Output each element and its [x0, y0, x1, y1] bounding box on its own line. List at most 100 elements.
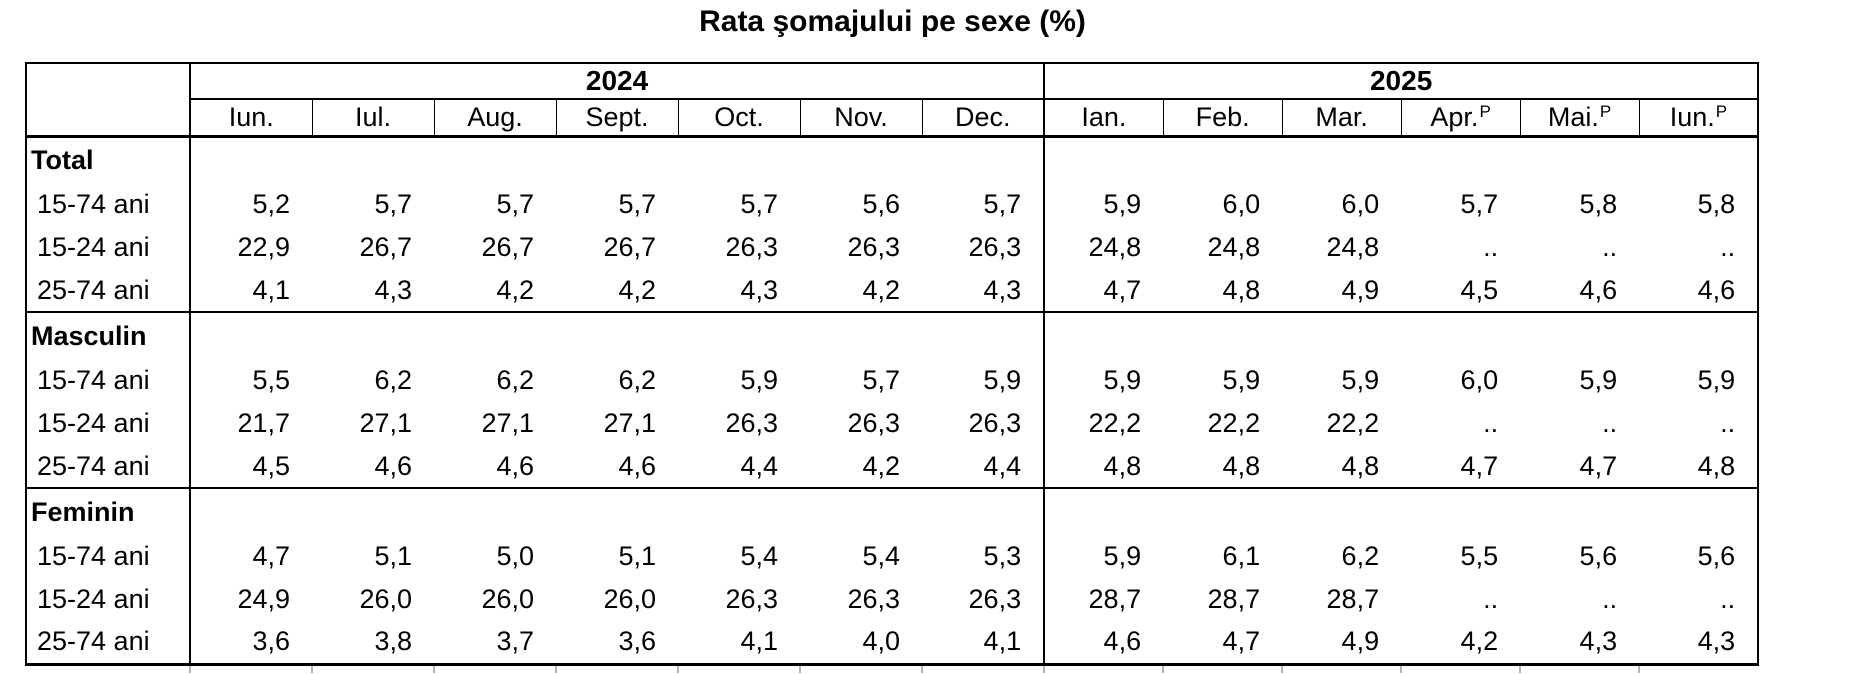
data-cell: 5,1 [312, 535, 434, 578]
data-cell: 4,8 [1043, 445, 1164, 488]
unemployment-rate-table: 2024 2025 Iun. Iul. Aug. Sept. Oct. Nov. Dec. I… [25, 62, 1760, 666]
data-cell: 5,9 [1163, 359, 1283, 402]
data-cell: 4,6 [1520, 269, 1640, 312]
data-cell: .. [1401, 578, 1521, 621]
table-row: 15-74 ani 5,5 6,2 6,2 6,2 5,9 5,7 5,9 5,9 5,9 5,9 6… [26, 359, 1759, 402]
data-cell: 5,5 [1401, 535, 1521, 578]
gridline-stub [801, 665, 923, 673]
group-spacer-2025 [1043, 311, 1759, 359]
data-cell: 5,7 [678, 183, 800, 226]
data-cell: 5,6 [800, 183, 922, 226]
data-cell: 28,7 [1163, 578, 1283, 621]
data-cell: 26,0 [556, 578, 678, 621]
data-cell: 26,3 [922, 402, 1045, 445]
data-cell: 4,8 [1282, 445, 1402, 488]
data-cell: 26,3 [800, 578, 922, 621]
data-cell: 4,3 [678, 269, 800, 312]
gridline-stub [191, 665, 313, 673]
data-cell: 4,3 [922, 269, 1045, 312]
data-cell: 4,9 [1282, 269, 1402, 312]
group-spacer-2024 [190, 135, 1045, 183]
row-label: 15-24 ani [26, 226, 191, 269]
gridline-stub [1402, 665, 1521, 673]
data-cell: 28,7 [1043, 578, 1164, 621]
data-cell: 4,8 [1639, 445, 1759, 488]
data-cell: 4,2 [800, 269, 922, 312]
data-cell: 4,6 [556, 445, 678, 488]
col-header-mai-2025: Mai.P [1519, 99, 1640, 138]
gridline-stub [1521, 665, 1640, 673]
group-label-total: Total [26, 135, 191, 183]
data-cell: 3,6 [556, 621, 678, 664]
data-cell: 5,2 [190, 183, 312, 226]
data-cell: 24,9 [190, 578, 312, 621]
corner-cell [26, 63, 191, 138]
table-row: 15-24 ani 24,9 26,0 26,0 26,0 26,3 26,3 26,3 28,… [26, 578, 1759, 621]
gridline-stub [1640, 666, 1759, 673]
data-cell: 5,9 [1282, 359, 1402, 402]
data-cell: 4,2 [800, 445, 922, 488]
gridline-stub [313, 665, 435, 673]
data-cell: 5,7 [922, 183, 1045, 226]
data-cell: 4,4 [922, 445, 1045, 488]
data-cell: 5,4 [800, 535, 922, 578]
data-cell: 26,7 [556, 226, 678, 269]
data-cell: 6,0 [1401, 359, 1521, 402]
data-cell: 26,3 [922, 226, 1045, 269]
data-cell: 5,7 [556, 183, 678, 226]
data-cell: 3,8 [312, 621, 434, 664]
provisional-marker: P [1479, 101, 1491, 121]
col-header-sept-2024: Sept. [555, 99, 678, 138]
col-header-oct-2024: Oct. [677, 99, 800, 138]
col-header-dec-2024: Dec. [921, 99, 1045, 138]
data-cell: 24,8 [1163, 226, 1283, 269]
data-cell: 5,9 [1639, 359, 1759, 402]
data-cell: 27,1 [312, 402, 434, 445]
group-row-feminin: Feminin [26, 487, 1759, 535]
data-cell: 4,6 [434, 445, 556, 488]
data-cell: 4,7 [190, 535, 312, 578]
data-cell: 5,4 [678, 535, 800, 578]
data-cell: 6,2 [1282, 535, 1402, 578]
data-cell: 4,7 [1520, 445, 1640, 488]
table-row: 15-74 ani 5,2 5,7 5,7 5,7 5,7 5,6 5,7 5,9 6,0 6,0 5… [26, 183, 1759, 226]
data-cell: 26,0 [434, 578, 556, 621]
data-cell: 4,9 [1282, 621, 1402, 664]
group-spacer-2025 [1043, 135, 1759, 183]
group-spacer-2024 [190, 487, 1045, 535]
data-cell: 4,4 [678, 445, 800, 488]
table-row: 25-74 ani 3,6 3,8 3,7 3,6 4,1 4,0 4,1 4,6 4,7 4,9 4… [26, 621, 1759, 664]
data-cell: 26,3 [800, 402, 922, 445]
data-cell: 5,1 [556, 535, 678, 578]
data-cell: 5,9 [1043, 359, 1164, 402]
data-cell: 4,1 [678, 621, 800, 664]
year-header-row: 2024 2025 [26, 63, 1759, 138]
data-cell: 4,6 [1639, 269, 1759, 312]
data-cell: 5,7 [434, 183, 556, 226]
group-row-masculin: Masculin [26, 311, 1759, 359]
row-label: 25-74 ani [26, 445, 191, 488]
table-wrap: 2024 2025 Iun. Iul. Aug. Sept. Oct. Nov. Dec. I… [25, 62, 1760, 673]
table-row: 25-74 ani 4,1 4,3 4,2 4,2 4,3 4,2 4,3 4,7 4,8 4,9 4… [26, 269, 1759, 312]
gridline-stub [923, 665, 1045, 673]
gridline-stub [557, 665, 679, 673]
data-cell: 4,2 [1401, 621, 1521, 664]
year-header-2024: 2024 [190, 63, 1045, 100]
data-cell: 4,1 [190, 269, 312, 312]
data-cell: 5,7 [1401, 183, 1521, 226]
provisional-marker: P [1715, 101, 1728, 121]
data-cell: 26,7 [434, 226, 556, 269]
data-cell: 4,7 [1401, 445, 1521, 488]
provisional-marker: P [1599, 101, 1612, 121]
data-cell: 4,3 [1639, 621, 1759, 664]
data-cell: 4,1 [922, 621, 1045, 664]
data-cell: 26,3 [922, 578, 1045, 621]
data-cell: 6,2 [434, 359, 556, 402]
row-label: 15-74 ani [26, 535, 191, 578]
data-cell: 26,3 [678, 402, 800, 445]
data-cell: 22,2 [1282, 402, 1402, 445]
data-cell: 5,3 [922, 535, 1045, 578]
row-label: 25-74 ani [26, 269, 191, 312]
data-cell: .. [1520, 578, 1640, 621]
